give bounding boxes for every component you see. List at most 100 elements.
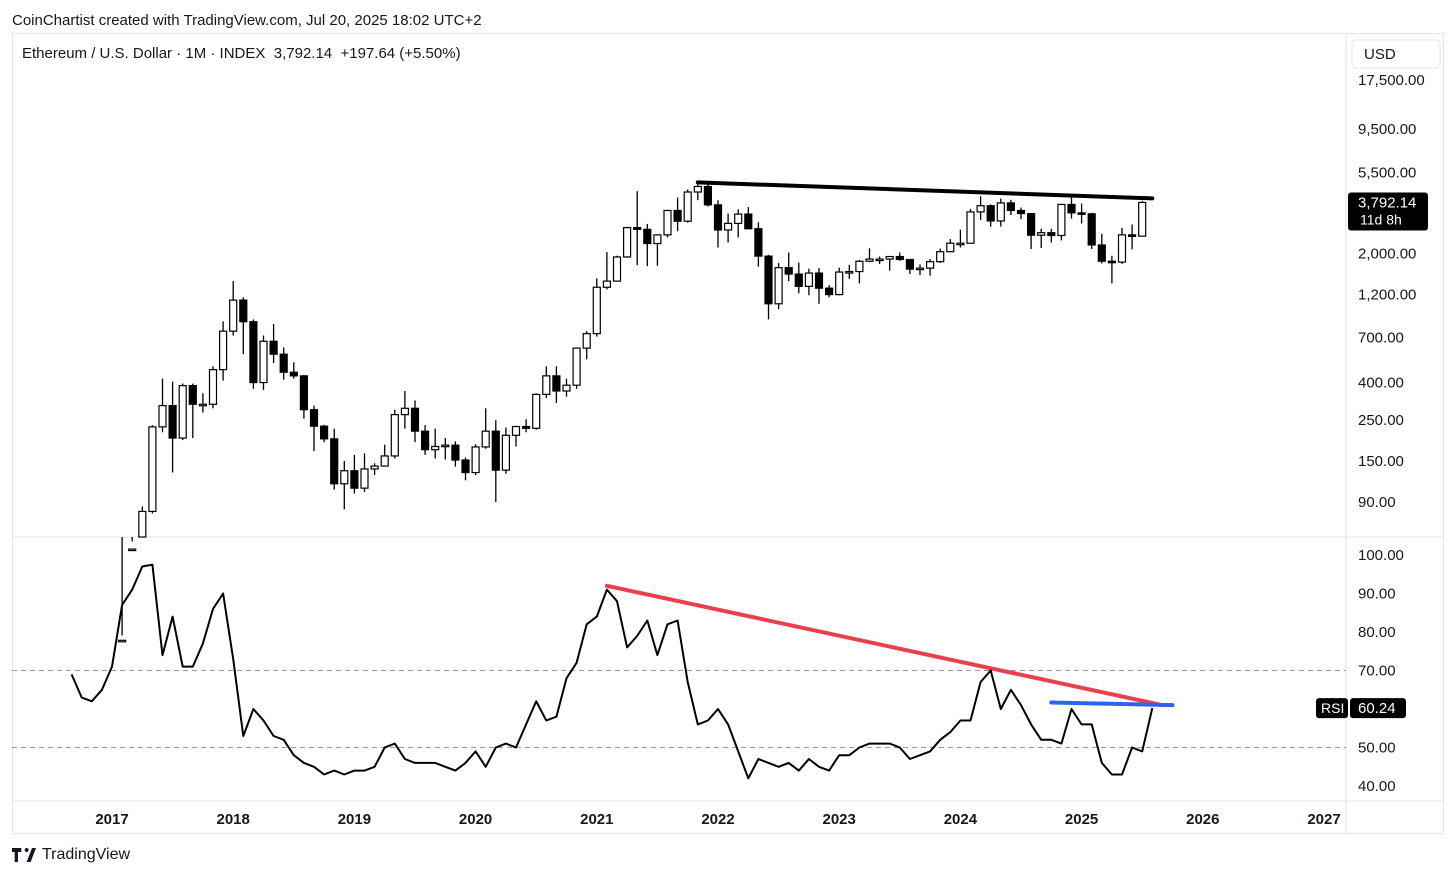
candle xyxy=(754,222,763,267)
price-resistance-trendline[interactable] xyxy=(695,180,1155,201)
candle-body-up xyxy=(996,202,1005,222)
price-tick-label: 17,500.00 xyxy=(1358,72,1425,89)
candle-body-down xyxy=(1026,212,1036,236)
price-tick-label: 90.00 xyxy=(1358,494,1396,511)
candle-body-up xyxy=(562,384,571,392)
candle xyxy=(330,428,339,490)
candle xyxy=(501,427,510,474)
candle-body-up xyxy=(663,209,672,236)
rsi-tick-label: 70.00 xyxy=(1358,663,1396,680)
legend-symbol: Ethereum / U.S. Dollar · 1M · INDEX xyxy=(22,45,266,62)
candle xyxy=(673,197,682,232)
rsi-name-tag xyxy=(1316,698,1348,719)
price-tick-label: 1,200.00 xyxy=(1358,287,1416,304)
candle xyxy=(582,331,591,360)
candle-body-up xyxy=(117,639,127,643)
candle xyxy=(875,256,884,264)
chart-credit: CoinChartist created with TradingView.co… xyxy=(12,12,482,29)
candle xyxy=(1026,212,1036,250)
candle-body-down xyxy=(744,213,753,230)
time-tick-label: 2027 xyxy=(1307,811,1340,828)
candle-body-up xyxy=(532,393,541,429)
time-tick-label: 2025 xyxy=(1065,811,1098,828)
candle xyxy=(410,400,420,443)
candle-body-up xyxy=(976,205,985,213)
candle-body-up xyxy=(1037,232,1046,236)
candle-body-up xyxy=(441,444,450,448)
candle xyxy=(532,393,541,430)
chart-frame xyxy=(12,33,1444,834)
candle-body-up xyxy=(390,414,399,457)
candle xyxy=(794,262,803,294)
candle-body-up xyxy=(734,213,743,224)
candle xyxy=(572,347,581,389)
candle-body-down xyxy=(299,375,308,411)
candle-body-up xyxy=(542,375,551,396)
candle-body-up xyxy=(966,211,975,244)
candle xyxy=(471,444,480,476)
candle xyxy=(168,381,177,473)
candle-body-down xyxy=(633,227,642,230)
candle xyxy=(188,383,197,439)
candle-body-up xyxy=(723,222,733,231)
candle xyxy=(925,259,935,276)
currency-box[interactable] xyxy=(1351,39,1441,69)
candle-body-down xyxy=(168,404,177,439)
candle-body-up xyxy=(653,234,662,245)
candle-body-down xyxy=(673,209,682,222)
candle xyxy=(976,196,985,220)
candle-body-down xyxy=(279,353,288,373)
candle xyxy=(491,420,500,502)
candle xyxy=(784,252,793,282)
candle xyxy=(764,254,773,320)
candle xyxy=(360,453,369,492)
candle-body-down xyxy=(905,258,915,270)
candle-body-up xyxy=(582,333,591,349)
candle xyxy=(845,264,854,279)
candle-body-up xyxy=(693,185,702,193)
candle xyxy=(734,209,743,238)
candle-body-up xyxy=(572,347,581,386)
candle xyxy=(1016,207,1026,220)
candle xyxy=(219,321,228,381)
candle xyxy=(996,198,1005,227)
rsi-tick-label: 80.00 xyxy=(1358,624,1396,641)
last-price-label: 3,792.14 xyxy=(1358,194,1416,211)
rsi-trendline-flat[interactable] xyxy=(1049,700,1175,708)
candle xyxy=(1107,255,1117,284)
candle-body-down xyxy=(703,185,713,206)
candle-body-up xyxy=(915,267,925,271)
candle xyxy=(1047,228,1056,243)
candle-body-down xyxy=(784,267,793,275)
candle xyxy=(885,255,894,271)
candle xyxy=(703,183,713,207)
candle-body-down xyxy=(713,204,723,231)
candle xyxy=(744,207,753,230)
rsi-value-tag xyxy=(1350,698,1406,719)
candle-body-down xyxy=(764,255,773,305)
symbol-legend: Ethereum / U.S. Dollar · 1M · INDEX 3,79… xyxy=(22,45,461,62)
rsi-trendline-down[interactable] xyxy=(604,583,1165,708)
candle-body-down xyxy=(814,272,824,289)
candle xyxy=(259,335,268,390)
rsi-tick-label: 90.00 xyxy=(1358,586,1396,603)
price-tick-label: 5,500.00 xyxy=(1358,165,1416,182)
candle-body-up xyxy=(501,434,510,471)
candle-body-down xyxy=(1006,202,1016,212)
candle-body-up xyxy=(431,445,440,451)
candle xyxy=(380,444,389,467)
candle xyxy=(279,347,288,380)
candle-body-down xyxy=(794,273,803,287)
candle xyxy=(552,366,561,403)
candle-body-down xyxy=(320,425,329,440)
candle xyxy=(390,409,399,459)
candle xyxy=(966,208,975,244)
candle-body-up xyxy=(612,256,622,282)
candle-body-up xyxy=(1057,203,1066,237)
candle-body-up xyxy=(602,280,612,288)
candle xyxy=(905,258,915,275)
candle xyxy=(1138,201,1147,237)
candle-body-up xyxy=(885,255,894,260)
candle-body-down xyxy=(188,385,197,405)
